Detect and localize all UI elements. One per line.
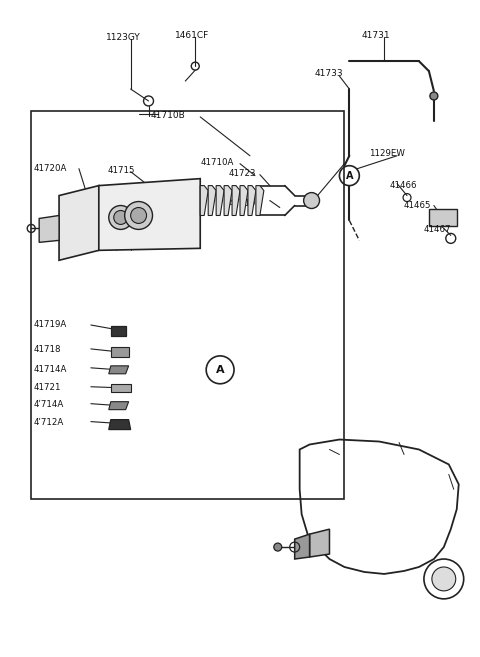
Polygon shape [109,366,129,374]
Circle shape [131,208,146,223]
Text: 41719A: 41719A [33,320,66,329]
Text: 41723: 41723 [228,169,255,177]
Text: 41715: 41715 [108,166,135,175]
Bar [111,384,131,392]
Text: 4ʹ712A: 4ʹ712A [33,418,63,426]
Bar [111,347,129,357]
Polygon shape [39,215,59,242]
Polygon shape [200,186,208,215]
Polygon shape [295,534,310,559]
Text: 41720A: 41720A [33,164,67,173]
Circle shape [432,567,456,591]
Circle shape [304,193,320,208]
Text: 4ʹ714A: 4ʹ714A [33,399,63,409]
Polygon shape [59,186,99,260]
Bar [429,208,457,227]
Polygon shape [224,186,232,215]
Polygon shape [310,529,329,557]
Text: 1461CF: 1461CF [175,32,210,40]
Text: 1123GY: 1123GY [106,34,141,42]
Circle shape [430,92,438,100]
Text: 41710A: 41710A [200,158,234,167]
Polygon shape [248,186,256,215]
Circle shape [114,210,128,225]
Circle shape [274,543,282,551]
Polygon shape [216,186,224,215]
Text: 41466: 41466 [389,181,417,190]
Text: 41714A: 41714A [33,365,67,374]
Text: 41733: 41733 [314,69,343,78]
Polygon shape [109,401,129,410]
Polygon shape [232,186,240,215]
Text: A: A [216,365,225,375]
Text: A: A [346,171,353,181]
Circle shape [125,202,153,229]
Polygon shape [99,179,200,250]
Circle shape [109,206,132,229]
Text: 41467: 41467 [424,225,451,235]
Polygon shape [109,420,131,430]
Text: 41719B: 41719B [228,198,262,208]
Text: 41718: 41718 [33,345,60,354]
Polygon shape [208,186,216,215]
Text: 41721: 41721 [33,383,60,392]
Text: 1129EW: 1129EW [369,148,405,158]
Text: 41465: 41465 [404,200,432,210]
Bar [31,111,344,499]
Text: 41710B: 41710B [151,111,185,120]
Polygon shape [111,326,126,336]
Polygon shape [256,186,264,215]
Text: 41731: 41731 [361,32,390,40]
Polygon shape [240,186,248,215]
